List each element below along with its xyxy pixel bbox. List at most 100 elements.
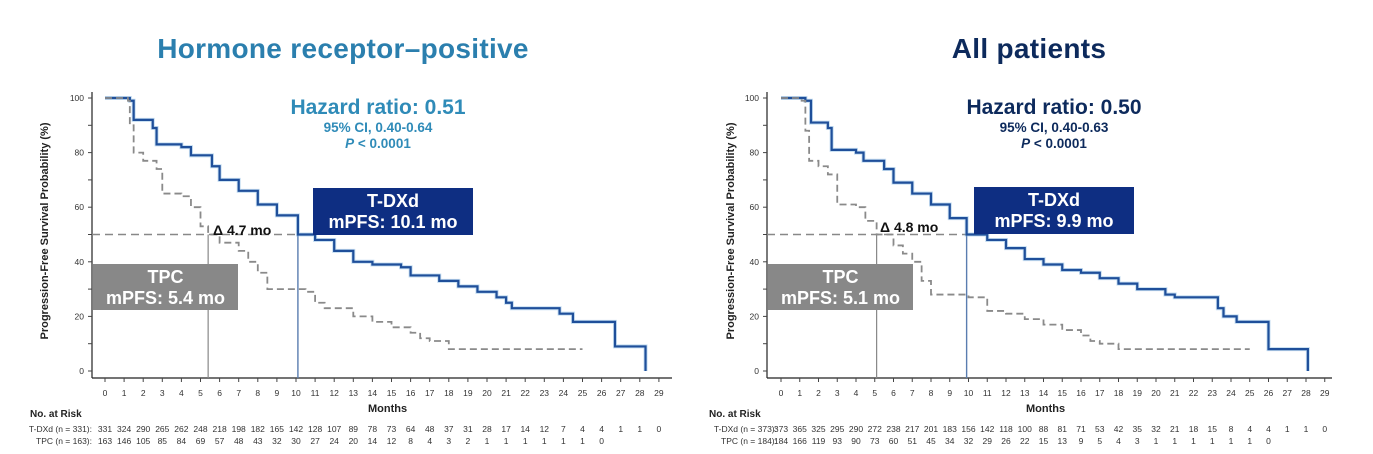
risk-value-tpc: 1 <box>1172 436 1178 446</box>
risk-value-tpc: 146 <box>117 436 132 446</box>
risk-value-tdxd: 1 <box>637 424 643 434</box>
risk-value-tpc: 13 <box>1057 436 1067 446</box>
risk-value-tdxd: 89 <box>348 424 359 434</box>
x-tick-label: 6 <box>217 388 222 398</box>
risk-value-tpc: 1 <box>1153 436 1159 446</box>
risk-value-tdxd: 290 <box>848 424 864 434</box>
x-tick-label: 4 <box>179 388 184 398</box>
risk-value-tpc: 3 <box>1134 436 1140 446</box>
risk-value-tpc: 9 <box>1078 436 1084 446</box>
tdxd-km-curve <box>105 96 647 371</box>
risk-value-tdxd: 12 <box>539 424 550 434</box>
risk-value-tdxd: 28 <box>482 424 492 434</box>
y-tick-label: 100 <box>70 93 84 103</box>
panel-hormone-receptor-positive: Hormone receptor–positive 0 20 40 60 80 100 0 1… <box>0 0 686 454</box>
x-tick-label: 14 <box>1039 388 1049 398</box>
risk-value-tdxd: 331 <box>97 424 113 434</box>
x-tick-label: 14 <box>368 388 378 398</box>
risk-value-tdxd: 248 <box>193 424 208 434</box>
risk-value-tdxd: 142 <box>288 424 304 434</box>
risk-value-tpc: 4 <box>1116 436 1121 446</box>
risk-value-tpc: 1 <box>1209 436 1215 446</box>
risk-value-tdxd: 272 <box>867 424 882 434</box>
risk-value-tdxd: 14 <box>520 424 530 434</box>
risk-value-tpc: 57 <box>214 436 225 446</box>
risk-value-tpc: 166 <box>792 436 807 446</box>
risk-value-tdxd: 4 <box>1266 424 1271 434</box>
risk-value-tdxd: 7 <box>561 424 566 434</box>
risk-value-tdxd: 17 <box>501 424 511 434</box>
risk-value-tdxd: 18 <box>1188 424 1199 434</box>
tdxd-box-mpfs: mPFS: 9.9 mo <box>994 211 1114 231</box>
x-tick-label: 8 <box>255 388 260 398</box>
risk-value-tpc: 184 <box>773 436 789 446</box>
risk-value-tdxd: 218 <box>212 424 227 434</box>
tdxd-box-mpfs: mPFS: 10.1 mo <box>328 212 458 232</box>
risk-value-tdxd: 37 <box>444 424 454 434</box>
tpc-km-curve <box>781 97 1250 351</box>
risk-value-tdxd: 107 <box>327 424 342 434</box>
x-tick-label: 13 <box>1020 388 1030 398</box>
risk-value-tpc: 1 <box>580 436 585 446</box>
y-tick-label: 80 <box>750 148 760 158</box>
x-tick-label: 23 <box>540 388 550 398</box>
x-tick-label: 17 <box>1095 388 1105 398</box>
x-tick-label: 12 <box>329 388 339 398</box>
x-tick-label: 26 <box>1264 388 1274 398</box>
risk-value-tpc: 32 <box>272 436 282 446</box>
risk-value-tpc: 1 <box>1228 436 1234 446</box>
risk-value-tdxd: 81 <box>1057 424 1067 434</box>
risk-value-tpc: 12 <box>386 436 397 446</box>
confidence-interval: 95% CI, 0.40-0.64 <box>323 120 433 135</box>
risk-value-tdxd: 265 <box>155 424 170 434</box>
risk-value-tdxd: 4 <box>580 424 585 434</box>
x-tick-label: 16 <box>1076 388 1086 398</box>
risk-value-tpc: 8 <box>408 436 413 446</box>
risk-value-tpc: 84 <box>176 436 187 446</box>
x-tick-label: 24 <box>1226 388 1236 398</box>
risk-value-tdxd: 198 <box>231 424 246 434</box>
x-tick-label: 26 <box>597 388 607 398</box>
risk-value-tdxd: 217 <box>905 424 920 434</box>
tpc-km-curve <box>105 97 583 351</box>
x-tick-label: 5 <box>872 388 877 398</box>
risk-value-tdxd: 201 <box>923 424 939 434</box>
risk-value-tpc: 1 <box>541 436 547 446</box>
x-tick-label: 28 <box>1301 388 1311 398</box>
risk-value-tdxd: 1 <box>1303 424 1309 434</box>
risk-value-tdxd: 0 <box>656 424 662 434</box>
risk-value-tpc: 1 <box>503 436 509 446</box>
tdxd-box-label: T-DXd <box>367 191 419 211</box>
x-tick-label: 9 <box>947 388 952 398</box>
x-tick-label: 10 <box>964 388 974 398</box>
risk-row-label-tdxd: T-DXd (n = 331): <box>28 424 92 434</box>
x-tick-label: 7 <box>236 388 241 398</box>
y-tick-label: 100 <box>745 93 759 103</box>
risk-value-tpc: 4 <box>427 436 433 446</box>
panel-all-patients: All patients 0 20 40 60 80 100 0 1 2 3 4 5 6 7 8 9 10 11 1… <box>686 0 1372 454</box>
tpc-median-box: TPC mPFS: 5.1 mo <box>768 264 913 310</box>
risk-value-tpc: 3 <box>446 436 452 446</box>
x-tick-label: 27 <box>1283 388 1293 398</box>
delta-annotation: Δ 4.7 mo <box>213 222 272 238</box>
risk-value-tpc: 0 <box>1266 436 1271 446</box>
risk-value-tpc: 15 <box>1038 436 1049 446</box>
risk-value-tdxd: 365 <box>792 424 807 434</box>
risk-value-tdxd: 156 <box>961 424 976 434</box>
tdxd-km-curve <box>781 96 1309 371</box>
y-tick-label: 60 <box>75 202 85 212</box>
p-value-text: < 0.0001 <box>1030 136 1087 151</box>
x-tick-label: 2 <box>141 388 146 398</box>
x-tick-label: 21 <box>501 388 511 398</box>
risk-value-tpc: 32 <box>963 436 974 446</box>
risk-value-tpc: 93 <box>832 436 842 446</box>
x-tick-label: 22 <box>1189 388 1199 398</box>
risk-row-label-tpc: TPC (n = 163): <box>36 436 92 446</box>
tpc-box-label: TPC <box>147 267 184 287</box>
x-tick-label: 9 <box>275 388 280 398</box>
risk-value-tpc: 22 <box>1020 436 1030 446</box>
risk-value-tpc: 105 <box>136 436 151 446</box>
p-symbol: P <box>345 136 355 151</box>
